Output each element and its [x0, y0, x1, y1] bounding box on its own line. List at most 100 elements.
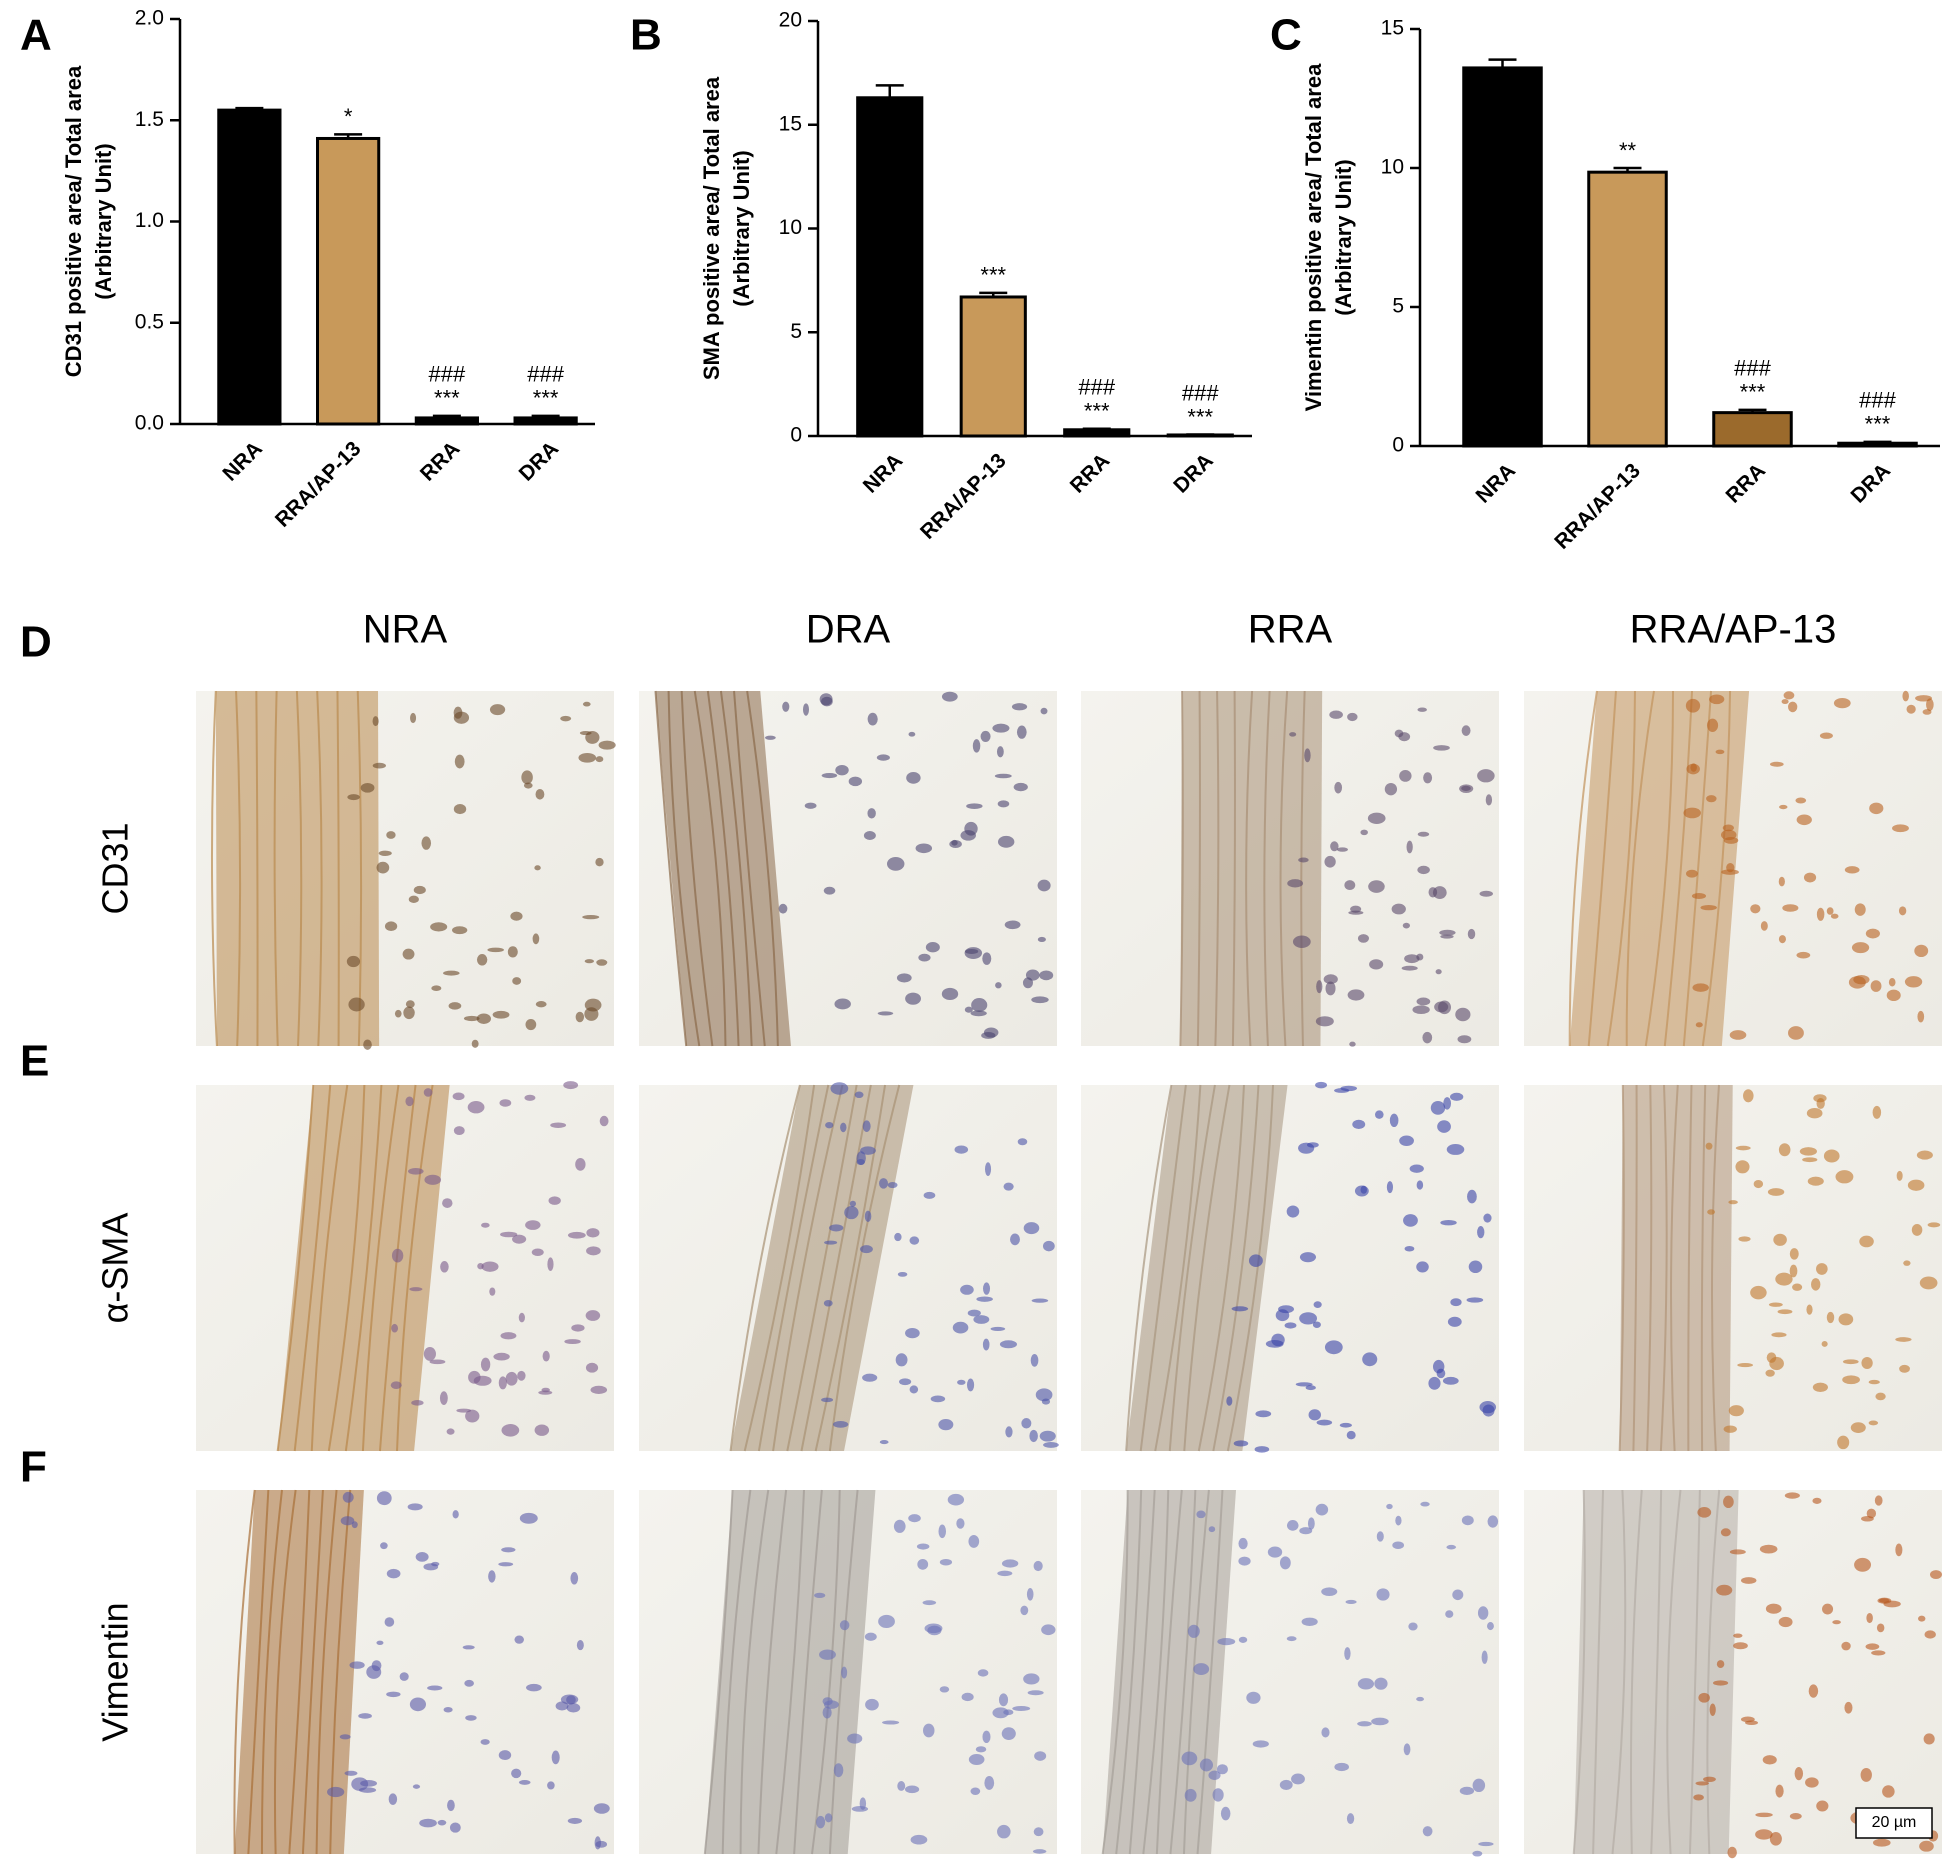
cell [1722, 824, 1735, 832]
tissue-fiber [273, 690, 279, 1047]
cell [1347, 989, 1365, 1001]
cell [994, 773, 1012, 779]
cell [473, 1375, 492, 1386]
cell [1795, 797, 1807, 804]
tissue-fiber [293, 1084, 332, 1452]
cell [1907, 1179, 1925, 1191]
cell [1729, 1030, 1747, 1040]
cell [1023, 1673, 1040, 1685]
error-bar [875, 84, 904, 98]
cell [430, 922, 448, 932]
tissue-band [1126, 1085, 1288, 1451]
cell [1906, 704, 1916, 714]
cell [977, 1669, 989, 1677]
cell [1423, 772, 1433, 784]
micrograph [196, 1081, 614, 1452]
cell [535, 788, 545, 800]
tissue-fiber [210, 690, 218, 1047]
cell [1842, 1359, 1859, 1365]
cell [566, 1703, 581, 1713]
cell [1792, 1283, 1803, 1291]
cell [1030, 1354, 1039, 1367]
cell [1892, 824, 1909, 833]
cell [1404, 954, 1420, 964]
cell [449, 1822, 461, 1833]
cell [1252, 1740, 1269, 1748]
cell [1822, 1603, 1834, 1615]
cell [1860, 1767, 1872, 1782]
tissue-fiber [800, 1084, 872, 1452]
micrograph [639, 1082, 1059, 1452]
cell [1346, 1813, 1355, 1825]
cell [1432, 1359, 1445, 1374]
cell [941, 987, 959, 1001]
significance-label: *** [434, 386, 460, 411]
cell [1384, 782, 1398, 796]
cell [1806, 1107, 1823, 1119]
cell [560, 715, 572, 722]
cell [1416, 1696, 1424, 1702]
cell [511, 1768, 522, 1779]
cell [376, 1640, 384, 1646]
y-axis-label: SMA positive area/ Total area [699, 76, 724, 380]
cell [1826, 907, 1834, 915]
cell [386, 831, 396, 839]
cell [1354, 1185, 1369, 1197]
cell [409, 1697, 427, 1712]
error-bar [432, 414, 461, 418]
cell [1467, 928, 1476, 940]
cell [510, 911, 523, 921]
tissue-fiber [1231, 690, 1236, 1047]
cell [862, 1120, 871, 1133]
cell [1703, 1776, 1716, 1782]
cell [575, 1011, 585, 1023]
cell [879, 1178, 888, 1189]
cell [327, 1786, 345, 1798]
cell [1768, 1302, 1783, 1307]
cell [1712, 1680, 1729, 1686]
cell [1833, 697, 1851, 709]
cell [864, 1210, 872, 1222]
cell [372, 762, 386, 769]
cell [471, 1039, 479, 1048]
cell [981, 1032, 996, 1039]
tissue-fiber [247, 1489, 270, 1855]
cell [464, 1679, 474, 1687]
cell [1709, 1703, 1716, 1716]
cell [1035, 1388, 1053, 1402]
cell [1727, 1846, 1737, 1859]
cell [1926, 698, 1934, 711]
tissue-fiber [344, 1084, 383, 1452]
cell [1716, 1584, 1733, 1596]
significance-label: *** [1740, 380, 1766, 405]
tissue-fiber [1245, 690, 1254, 1047]
cell [586, 1228, 600, 1238]
cell [862, 1373, 878, 1382]
cell [547, 1257, 554, 1271]
error-bar [531, 414, 560, 418]
cell [1924, 1630, 1936, 1639]
cell [518, 1312, 525, 1323]
cell [1686, 869, 1698, 878]
cell [939, 1686, 950, 1693]
x-tick-label: DRA [1169, 449, 1217, 497]
y-tick-label: 5 [1392, 295, 1404, 318]
cell [927, 1625, 942, 1636]
cell [1775, 1784, 1784, 1798]
cell [1735, 1160, 1750, 1174]
cell [1896, 1170, 1903, 1181]
tissue-fiber [680, 690, 714, 1047]
cell [1811, 1278, 1821, 1291]
cell [427, 1685, 443, 1691]
cell [971, 998, 988, 1012]
cell [1723, 1495, 1734, 1509]
cell [1416, 1180, 1424, 1190]
tissue-fiber [378, 1084, 417, 1452]
bar [959, 295, 1027, 438]
bar [1063, 428, 1131, 438]
cell [351, 1521, 358, 1529]
column-header: RRA/AP-13 [1630, 608, 1837, 652]
cell [1248, 1254, 1263, 1268]
micrograph [196, 690, 616, 1050]
cell [1440, 934, 1454, 939]
